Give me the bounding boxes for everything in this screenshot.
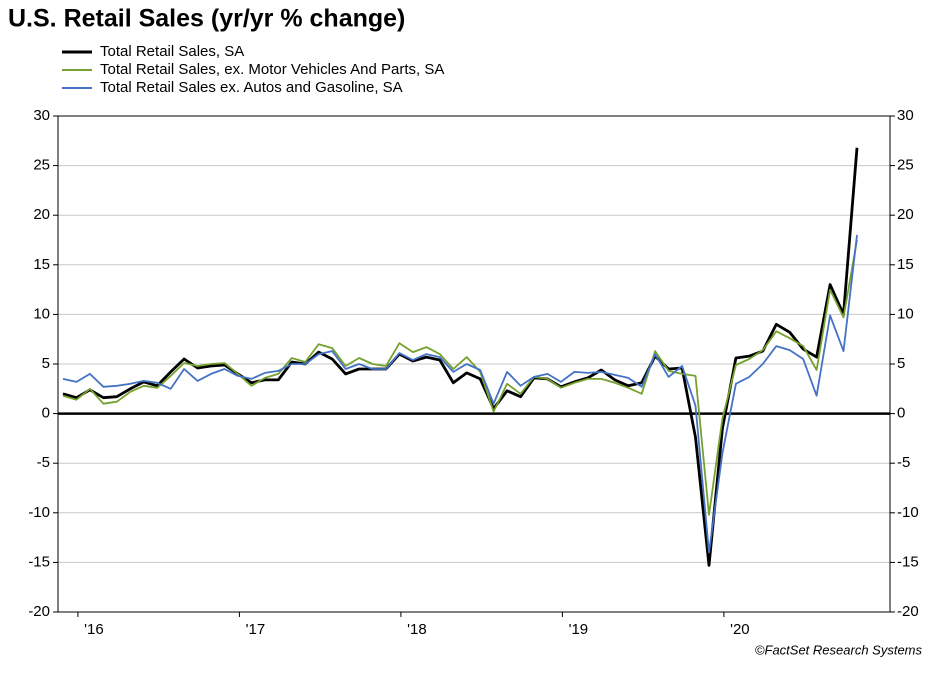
y2-tick-label: 20 [897,206,914,223]
y2-tick-label: 0 [897,405,905,422]
series-line [62,147,859,567]
chart-title: U.S. Retail Sales (yr/yr % change) [8,5,405,33]
y2-tick-label: -10 [897,504,919,521]
y2-tick-label: 30 [897,107,914,124]
y2-tick-label: -20 [897,603,919,620]
y-tick-label: 0 [42,405,50,422]
x-tick-label: '17 [246,621,266,638]
plot-frame [57,115,891,613]
series-line [62,239,858,516]
y-tick-label: 30 [33,107,50,124]
y-tick-label: -10 [28,504,50,521]
x-tick-label: '20 [730,621,750,638]
y-tick-label: -15 [28,553,50,570]
y-tick-label: 25 [33,157,50,174]
legend-label: Total Retail Sales ex. Autos and Gasolin… [100,79,403,96]
y2-tick-label: -5 [897,454,910,471]
x-tick-label: '16 [84,621,104,638]
y-tick-label: 15 [33,256,50,273]
y-tick-label: 5 [42,355,50,372]
y2-tick-label: 10 [897,305,914,322]
y-tick-label: -20 [28,603,50,620]
x-tick-label: '18 [407,621,427,638]
legend-label: Total Retail Sales, SA [100,43,244,60]
y-tick-label: 20 [33,206,50,223]
x-tick-label: '19 [569,621,589,638]
y2-tick-label: 25 [897,157,914,174]
y2-tick-label: -15 [897,553,919,570]
y2-tick-label: 15 [897,256,914,273]
y-tick-label: -5 [37,454,50,471]
legend-label: Total Retail Sales, ex. Motor Vehicles A… [100,61,444,78]
series-line [62,234,858,554]
y-tick-label: 10 [33,305,50,322]
source: ©FactSet Research Systems [755,642,923,657]
y2-tick-label: 5 [897,355,905,372]
